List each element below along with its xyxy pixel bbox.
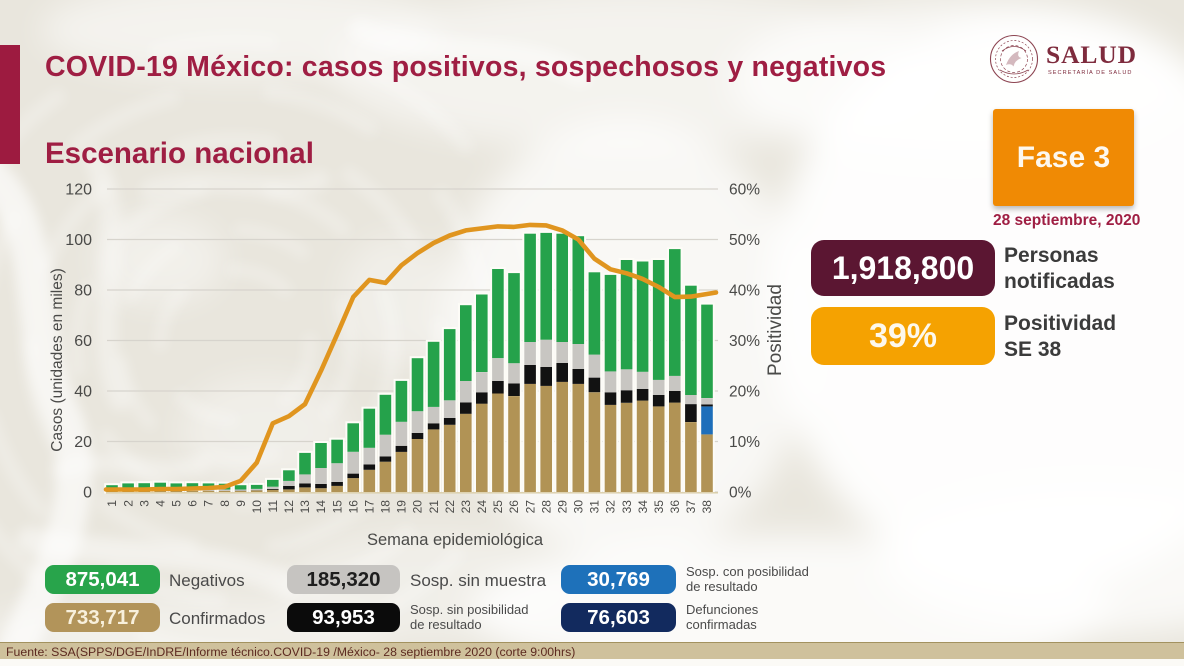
svg-text:23: 23	[459, 500, 473, 514]
svg-text:80: 80	[74, 283, 92, 300]
svg-text:33: 33	[620, 500, 634, 514]
svg-text:7: 7	[202, 500, 216, 507]
svg-text:10%: 10%	[729, 434, 760, 451]
svg-text:SECRETARÍA DE SALUD: SECRETARÍA DE SALUD	[1048, 69, 1133, 76]
svg-text:22: 22	[443, 500, 457, 514]
svg-text:29: 29	[555, 500, 569, 514]
svg-text:27: 27	[523, 500, 537, 514]
svg-text:40: 40	[74, 384, 92, 401]
svg-text:1: 1	[105, 500, 119, 507]
svg-text:SALUD: SALUD	[1046, 40, 1137, 69]
svg-text:Casos (unidades en miles): Casos (unidades en miles)	[49, 268, 66, 452]
svg-text:30%: 30%	[729, 333, 760, 350]
svg-text:0: 0	[83, 485, 92, 502]
svg-text:31: 31	[588, 500, 602, 514]
svg-text:40%: 40%	[729, 283, 760, 300]
svg-text:17: 17	[363, 500, 377, 514]
svg-text:Semana epidemiológica: Semana epidemiológica	[367, 531, 544, 549]
svg-text:38: 38	[700, 500, 714, 514]
svg-text:37: 37	[684, 500, 698, 514]
svg-text:35: 35	[652, 500, 666, 514]
svg-text:5: 5	[170, 500, 184, 507]
svg-text:14: 14	[314, 500, 328, 514]
svg-text:26: 26	[507, 500, 521, 514]
svg-text:20: 20	[411, 500, 425, 514]
svg-text:19: 19	[395, 500, 409, 514]
svg-text:11: 11	[266, 500, 280, 513]
svg-text:32: 32	[604, 500, 618, 514]
svg-text:Positividad: Positividad	[765, 284, 786, 376]
svg-text:120: 120	[65, 182, 92, 199]
svg-text:20%: 20%	[729, 384, 760, 401]
svg-text:28: 28	[539, 500, 553, 514]
svg-text:0%: 0%	[729, 485, 752, 502]
svg-text:25: 25	[491, 500, 505, 514]
svg-text:12: 12	[282, 500, 296, 514]
svg-text:3: 3	[137, 500, 151, 507]
svg-text:10: 10	[250, 500, 264, 514]
svg-text:13: 13	[298, 500, 312, 514]
svg-text:4: 4	[153, 500, 167, 507]
svg-text:100: 100	[65, 232, 92, 249]
svg-text:24: 24	[475, 500, 489, 514]
svg-text:34: 34	[636, 500, 650, 514]
svg-text:20: 20	[74, 434, 92, 451]
svg-text:16: 16	[346, 500, 360, 514]
svg-text:6: 6	[186, 500, 200, 507]
svg-text:8: 8	[218, 500, 232, 507]
svg-text:30: 30	[572, 500, 586, 514]
svg-text:60: 60	[74, 333, 92, 350]
svg-text:2: 2	[121, 500, 135, 507]
svg-text:60%: 60%	[729, 182, 760, 199]
svg-text:15: 15	[330, 500, 344, 514]
svg-text:9: 9	[234, 500, 248, 507]
svg-text:18: 18	[379, 500, 393, 514]
svg-text:21: 21	[427, 500, 441, 514]
svg-text:50%: 50%	[729, 232, 760, 249]
svg-text:36: 36	[668, 500, 682, 514]
